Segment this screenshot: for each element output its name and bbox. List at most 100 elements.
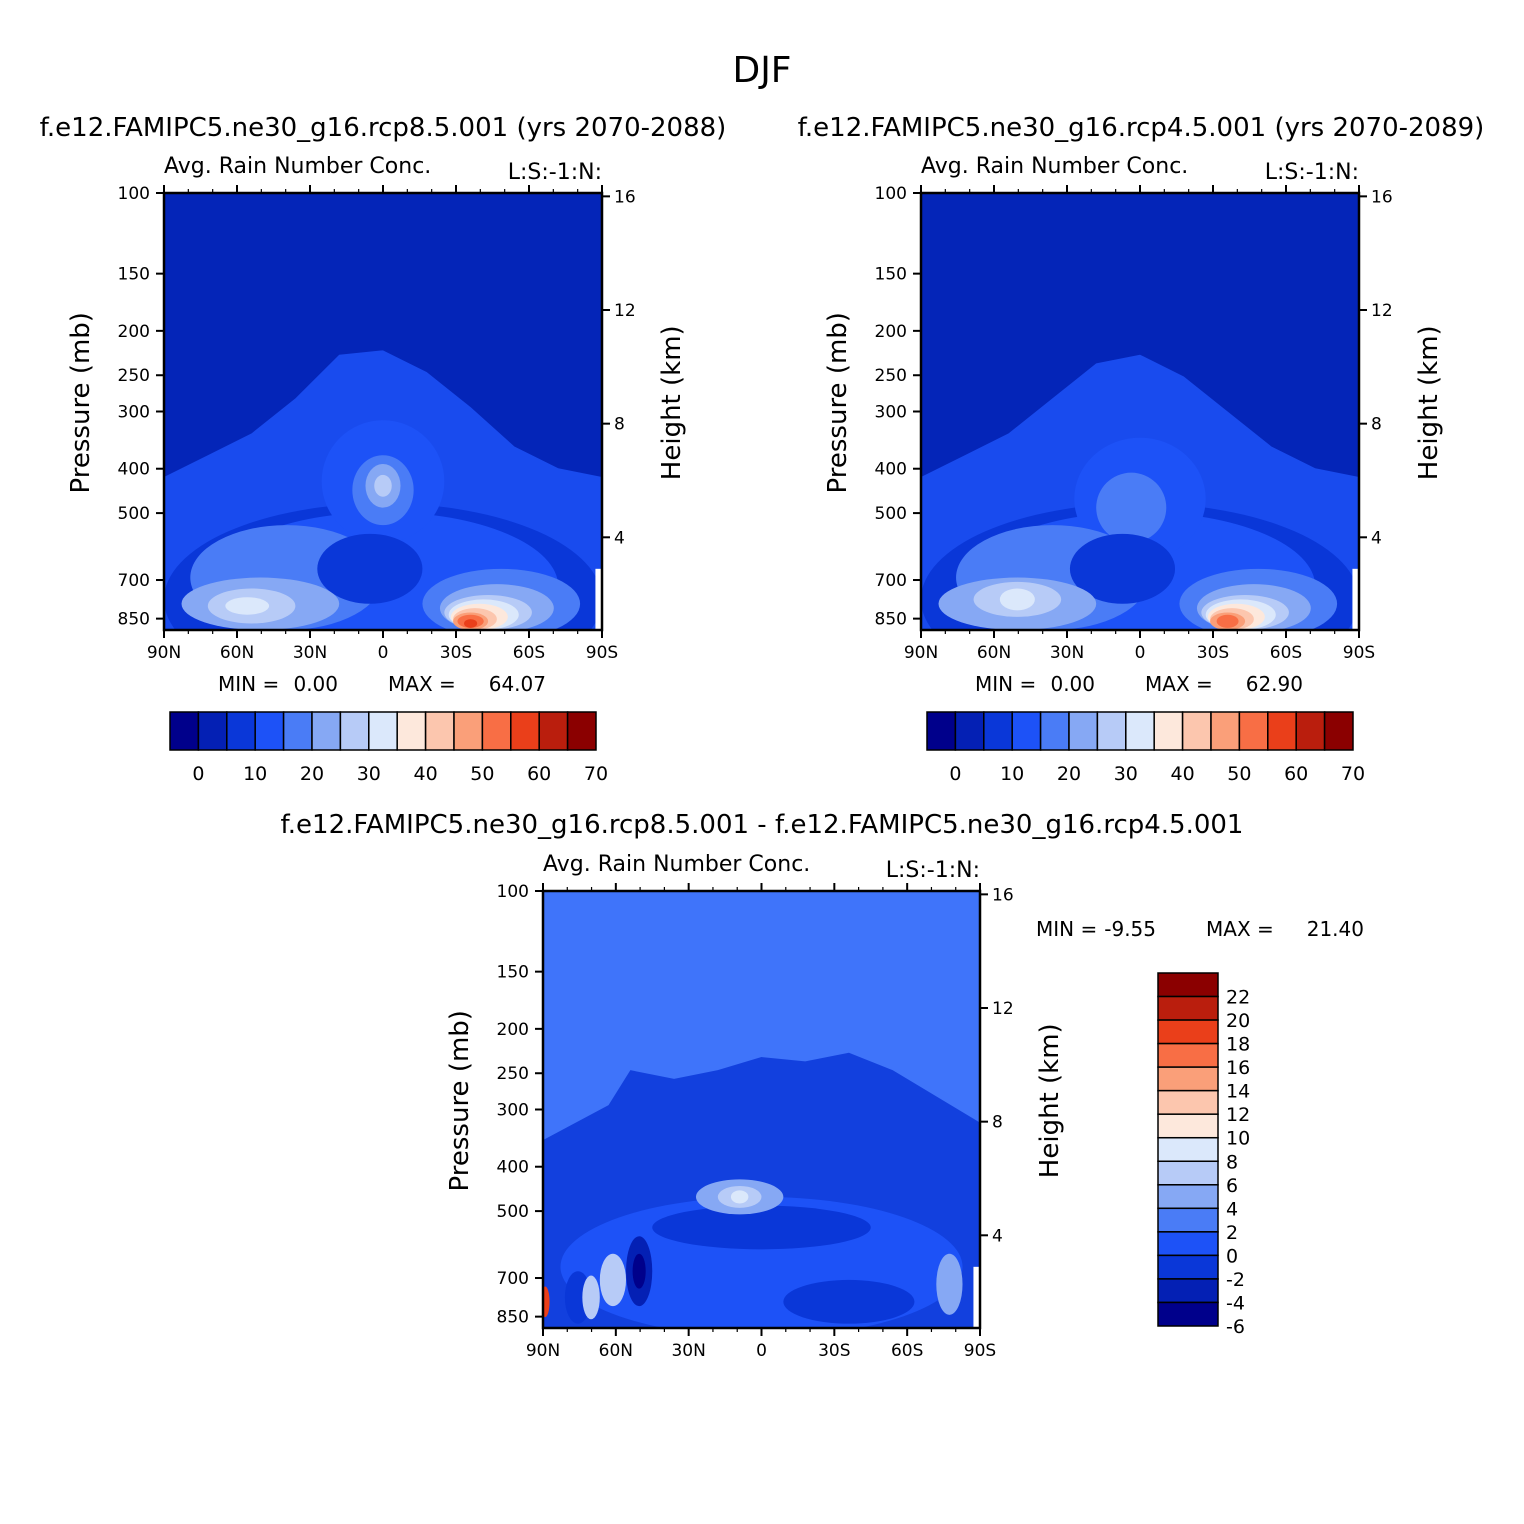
min-label: MIN = bbox=[218, 672, 279, 696]
y-axis-right-label: Height (km) bbox=[657, 325, 687, 480]
colorbar-swatch bbox=[1157, 1254, 1219, 1280]
colorbar-label: 20 bbox=[1226, 1010, 1250, 1032]
max-value: 64.07 bbox=[489, 672, 546, 696]
colorbar-swatch bbox=[481, 711, 512, 751]
pressure-tick-label: 250 bbox=[497, 1064, 529, 1084]
contour-region bbox=[317, 533, 423, 604]
level-info-label: L:S:-1:N: bbox=[508, 160, 602, 185]
lat-tick-label: 60N bbox=[977, 643, 1011, 663]
height-tick-label: 8 bbox=[992, 1113, 1003, 1133]
pressure-tick-label: 100 bbox=[118, 184, 150, 204]
colorbar-label: 40 bbox=[1171, 763, 1195, 785]
colorbar-swatch bbox=[1125, 711, 1155, 751]
colorbar-swatch bbox=[538, 711, 569, 751]
colorbar-swatch bbox=[1238, 711, 1269, 751]
pressure-tick-label: 200 bbox=[118, 322, 150, 342]
colorbar-swatch bbox=[1157, 1160, 1219, 1186]
colorbar-swatch bbox=[1157, 1089, 1219, 1115]
colorbar-label: 70 bbox=[1341, 763, 1365, 785]
level-info-label: L:S:-1:N: bbox=[1265, 160, 1359, 185]
lat-tick-label: 60S bbox=[891, 1341, 923, 1361]
colorbar-swatch bbox=[424, 711, 455, 751]
contour-region bbox=[225, 597, 270, 615]
pressure-tick-label: 700 bbox=[875, 571, 907, 591]
height-tick-label: 8 bbox=[614, 415, 625, 435]
colorbar-swatch bbox=[1157, 1231, 1219, 1257]
contour-region bbox=[632, 1253, 646, 1289]
colorbar-label: -6 bbox=[1226, 1316, 1245, 1338]
colorbar-swatch bbox=[453, 711, 484, 751]
panel-rcp45: f.e12.FAMIPC5.ne30_g16.rcp4.5.001 (yrs 2… bbox=[798, 113, 1485, 785]
colorbar-swatch bbox=[1153, 711, 1184, 751]
season-title: DJF bbox=[732, 50, 791, 91]
variable-label: Avg. Rain Number Conc. bbox=[164, 154, 431, 179]
contour-region bbox=[599, 1253, 627, 1307]
colorbar-label: 6 bbox=[1226, 1175, 1238, 1197]
min-value: 0.00 bbox=[293, 672, 338, 696]
colorbar-label: 20 bbox=[300, 763, 324, 785]
colorbar-swatch bbox=[1157, 1113, 1219, 1139]
pressure-tick-label: 400 bbox=[497, 1158, 529, 1178]
colorbar-label: 40 bbox=[414, 763, 438, 785]
height-tick-label: 12 bbox=[1371, 301, 1393, 321]
max-label: MAX = bbox=[1206, 917, 1274, 941]
colorbar-label: -2 bbox=[1226, 1269, 1245, 1291]
pressure-tick-label: 400 bbox=[875, 460, 907, 480]
contour-region bbox=[1069, 533, 1176, 604]
lat-tick-label: 60S bbox=[513, 643, 545, 663]
colorbar-swatch bbox=[1157, 1136, 1219, 1163]
lat-tick-label: 90S bbox=[964, 1341, 996, 1361]
level-info-label: L:S:-1:N: bbox=[886, 858, 980, 883]
colorbar-label: 22 bbox=[1226, 987, 1250, 1009]
min-value: -9.55 bbox=[1104, 917, 1156, 941]
colorbar-swatch bbox=[254, 711, 285, 751]
contour-region bbox=[582, 1275, 600, 1320]
colorbar-label: 60 bbox=[527, 763, 551, 785]
colorbar-swatch bbox=[1157, 972, 1219, 998]
pressure-tick-label: 150 bbox=[118, 265, 150, 285]
colorbar-swatch bbox=[1157, 1019, 1219, 1045]
colorbar-swatch bbox=[339, 711, 370, 751]
colorbar-swatch bbox=[1157, 1184, 1219, 1210]
colorbar-label: 30 bbox=[1114, 763, 1138, 785]
lat-tick-label: 0 bbox=[1135, 643, 1146, 663]
colorbar-swatch bbox=[282, 711, 313, 751]
height-tick-label: 16 bbox=[614, 187, 636, 207]
colorbar-label: 14 bbox=[1226, 1081, 1250, 1103]
lat-tick-label: 90N bbox=[526, 1341, 560, 1361]
colorbar-swatch bbox=[396, 711, 427, 751]
colorbar-swatch bbox=[926, 711, 957, 751]
lat-tick-label: 30N bbox=[293, 643, 327, 663]
variable-label: Avg. Rain Number Conc. bbox=[921, 154, 1188, 179]
colorbar-swatch bbox=[983, 711, 1013, 751]
contour-region bbox=[464, 619, 478, 628]
lat-tick-label: 30N bbox=[671, 1341, 705, 1361]
y-axis-right-label: Height (km) bbox=[1035, 1023, 1065, 1178]
topography-mask bbox=[1352, 568, 1359, 630]
contour-region bbox=[1216, 614, 1239, 628]
colorbar-swatch bbox=[954, 711, 985, 751]
pressure-tick-label: 100 bbox=[875, 184, 907, 204]
colorbar-label: 30 bbox=[357, 763, 381, 785]
lat-tick-label: 0 bbox=[378, 643, 389, 663]
colorbar-swatch bbox=[1157, 1066, 1219, 1092]
lat-tick-label: 30S bbox=[440, 643, 472, 663]
lat-tick-label: 90N bbox=[147, 643, 181, 663]
colorbar-swatch bbox=[169, 711, 200, 751]
pressure-tick-label: 200 bbox=[497, 1020, 529, 1040]
pressure-tick-label: 100 bbox=[497, 882, 529, 902]
lat-tick-label: 30S bbox=[818, 1341, 850, 1361]
pressure-tick-label: 700 bbox=[118, 571, 150, 591]
colorbar-label: 50 bbox=[1227, 763, 1251, 785]
variable-label: Avg. Rain Number Conc. bbox=[543, 852, 810, 877]
pressure-tick-label: 150 bbox=[497, 963, 529, 983]
lat-tick-label: 60S bbox=[1270, 643, 1302, 663]
contour-field bbox=[164, 193, 602, 630]
contour-region bbox=[374, 474, 392, 497]
colorbar-swatch bbox=[1157, 1207, 1219, 1233]
contour-region bbox=[730, 1190, 749, 1204]
colorbar-swatch bbox=[1323, 711, 1354, 751]
height-tick-label: 4 bbox=[992, 1226, 1003, 1246]
lat-tick-label: 60N bbox=[220, 643, 254, 663]
height-tick-label: 4 bbox=[614, 528, 625, 548]
